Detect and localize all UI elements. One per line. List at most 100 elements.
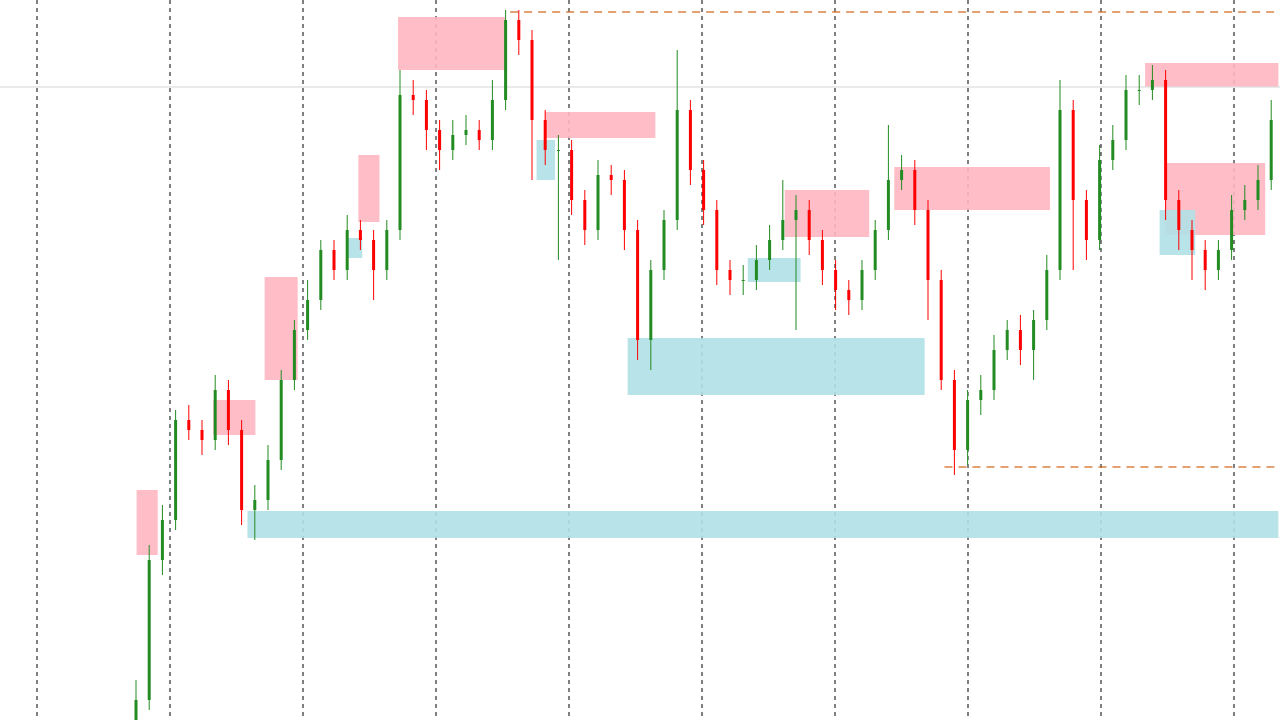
candle-body: [358, 230, 362, 240]
candle-body: [266, 460, 270, 500]
candle-body: [187, 420, 191, 430]
candle-body: [583, 200, 587, 230]
candle-body: [622, 180, 626, 230]
candle-body: [966, 400, 970, 450]
candle-body: [900, 170, 904, 180]
candle-body: [781, 220, 785, 240]
candle-body: [873, 230, 877, 270]
candle-body: [1124, 90, 1128, 140]
candle-body: [1045, 270, 1049, 320]
candle-body: [240, 430, 244, 510]
candle-body: [451, 135, 455, 150]
candle-body: [543, 120, 547, 150]
candle-body: [649, 270, 653, 340]
candle-body: [504, 20, 508, 100]
candle-body: [1177, 200, 1181, 230]
candle-body: [702, 170, 706, 210]
candle-body: [147, 560, 151, 700]
candle-body: [688, 110, 692, 170]
candle-body: [979, 390, 983, 400]
candle-body: [741, 280, 745, 281]
demand-zone: [627, 338, 925, 395]
candle-body: [438, 130, 442, 150]
candle-body: [1203, 250, 1207, 270]
supply-zone: [784, 190, 870, 237]
candle-body: [424, 100, 428, 130]
candle-body: [1032, 320, 1036, 350]
candle-body: [860, 270, 864, 300]
candle-body: [1216, 250, 1220, 270]
candle-body: [530, 40, 534, 120]
supply-zone: [894, 167, 1051, 210]
candle-body: [939, 280, 943, 380]
candle-body: [1269, 120, 1273, 180]
candle-body: [1137, 90, 1141, 91]
candle-body: [398, 95, 402, 230]
candle-body: [517, 20, 521, 40]
candle-body: [1111, 140, 1115, 160]
candle-body: [662, 220, 666, 270]
candle-body: [253, 500, 257, 510]
candle-body: [834, 270, 838, 290]
candle-body: [319, 250, 323, 300]
supply-zone: [136, 490, 158, 555]
candle-body: [675, 110, 679, 220]
candle-body: [160, 520, 164, 560]
candle-body: [279, 380, 283, 460]
candle-body: [570, 150, 574, 200]
candle-body: [1018, 330, 1022, 350]
candle-body: [1256, 180, 1260, 200]
supply-zone: [264, 277, 298, 380]
candle-body: [1243, 200, 1247, 210]
demand-zone: [247, 511, 1279, 538]
candle-body: [768, 240, 772, 260]
demand-zone: [347, 238, 363, 258]
candle-body: [807, 210, 811, 240]
candle-body: [992, 350, 996, 390]
candle-body: [200, 430, 204, 440]
candle-body: [1071, 110, 1075, 200]
candle-body: [464, 130, 468, 135]
supply-zone: [358, 155, 380, 222]
supply-zone: [544, 112, 656, 138]
candle-body: [820, 240, 824, 270]
candle-body: [477, 130, 481, 140]
candle-body: [556, 150, 560, 151]
supply-zone: [1145, 63, 1279, 87]
candle-body: [1098, 160, 1102, 240]
candle-body: [847, 290, 851, 300]
candle-body: [226, 390, 230, 430]
supply-zone: [213, 400, 256, 435]
candle-body: [952, 380, 956, 450]
candle-body: [1190, 230, 1194, 250]
candle-body: [596, 175, 600, 230]
candle-body: [926, 210, 930, 280]
candle-body: [332, 250, 336, 270]
candle-body: [174, 420, 178, 520]
supply-zone: [397, 17, 505, 70]
candle-body: [715, 210, 719, 270]
candle-body: [1005, 330, 1009, 350]
candle-body: [385, 230, 389, 270]
demand-zone: [536, 140, 556, 180]
candle-body: [490, 100, 494, 140]
candle-body: [636, 230, 640, 340]
candle-body: [1084, 200, 1088, 240]
candle-body: [1164, 80, 1168, 200]
candle-body: [728, 270, 732, 280]
candle-body: [609, 175, 613, 180]
candle-body: [306, 300, 310, 330]
candle-body: [1230, 210, 1234, 250]
candle-body: [292, 330, 296, 380]
candle-body: [345, 230, 349, 270]
candle-body: [134, 700, 138, 720]
candle-body: [913, 170, 917, 210]
candle-body: [754, 260, 758, 280]
candle-body: [886, 180, 890, 230]
candle-body: [372, 240, 376, 270]
candle-body: [1058, 110, 1062, 270]
candle-body: [213, 390, 217, 440]
candle-body: [411, 95, 415, 100]
